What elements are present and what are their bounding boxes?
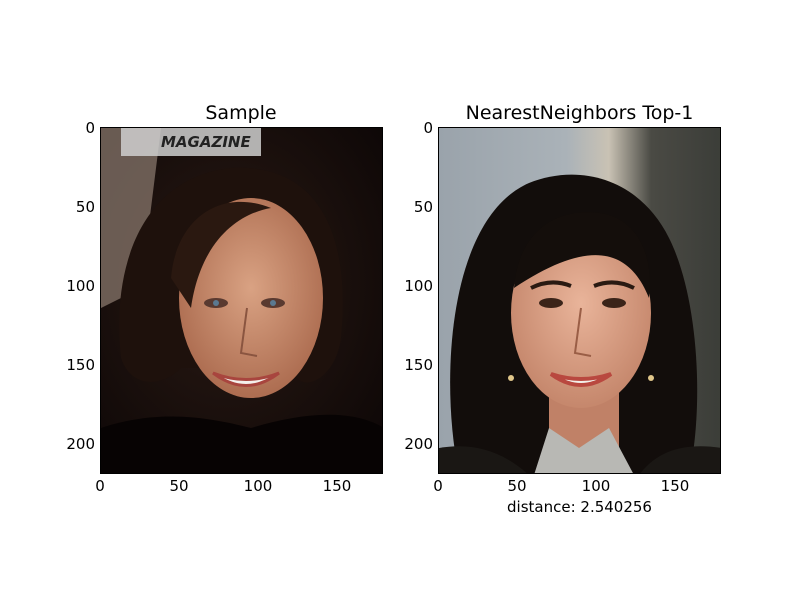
neighbor-y-tick-100: 100 <box>404 277 433 295</box>
sample-x-tick-100: 100 <box>243 477 273 495</box>
distance-caption: distance: 2.540256 <box>507 498 652 516</box>
neighbor-x-tick-0: 0 <box>433 477 443 495</box>
neighbor-x-tick-50: 50 <box>507 477 527 495</box>
sample-y-tick-50: 50 <box>75 198 95 216</box>
sample-y-tick-0: 0 <box>85 119 95 137</box>
sample-y-tick-200: 200 <box>66 435 95 453</box>
sample-x-tick-150: 150 <box>322 477 352 495</box>
sample-x-tick-50: 50 <box>169 477 189 495</box>
sample-y-tick-100: 100 <box>66 277 95 295</box>
sample-title: Sample <box>205 102 277 124</box>
neighbor-y-tick-150: 150 <box>404 356 433 374</box>
sample-x-tick-0: 0 <box>95 477 105 495</box>
sample-image: MAGAZINE <box>100 127 383 474</box>
neighbor-y-tick-200: 200 <box>404 435 433 453</box>
neighbor-image <box>438 127 721 474</box>
neighbor-title: NearestNeighbors Top-1 <box>465 102 694 124</box>
neighbor-y-tick-0: 0 <box>423 119 433 137</box>
neighbor-x-tick-150: 150 <box>660 477 690 495</box>
magazine-watermark: MAGAZINE <box>161 133 251 151</box>
sample-y-tick-150: 150 <box>66 356 95 374</box>
neighbor-y-tick-50: 50 <box>413 198 433 216</box>
neighbor-x-tick-100: 100 <box>581 477 611 495</box>
